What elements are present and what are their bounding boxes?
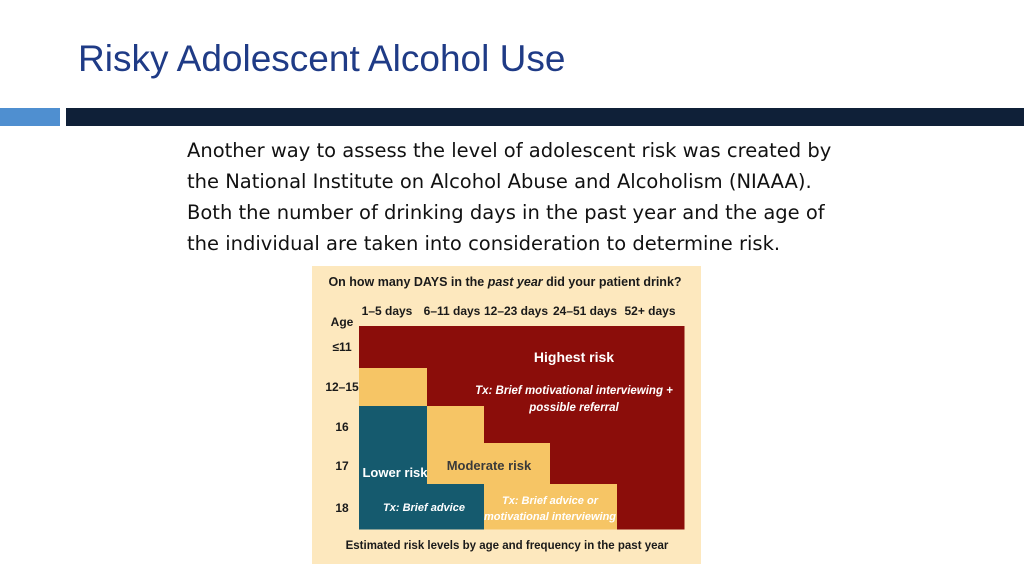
body-line: the National Institute on Alcohol Abuse … <box>187 170 812 193</box>
highest-risk-tx-line2: possible referral <box>528 402 619 414</box>
moderate-risk-tx-line1: Tx: Brief advice or <box>502 495 599 507</box>
slide-title: Risky Adolescent Alcohol Use <box>78 38 566 79</box>
moderate-risk-title: Moderate risk <box>447 458 532 473</box>
figure-caption: Estimated risk levels by age and frequen… <box>346 540 669 552</box>
question-header: On how many DAYS in the past year did yo… <box>328 275 681 289</box>
accent-bar-dark <box>66 108 1024 126</box>
age-row-label: 16 <box>335 420 349 434</box>
risk-cell-highest <box>617 326 685 369</box>
risk-cell-highest <box>550 368 618 407</box>
risk-cell-lower <box>359 406 428 444</box>
risk-figure: On how many DAYS in the past year did yo… <box>312 266 701 564</box>
risk-cell-highest <box>617 443 685 485</box>
lower-risk-tx: Tx: Brief advice <box>383 502 465 514</box>
risk-cell-highest <box>484 326 551 369</box>
question-emphasis: past year <box>487 275 544 289</box>
highest-risk-title: Highest risk <box>534 349 614 365</box>
risk-cell-moderate <box>484 443 551 485</box>
lower-risk-title: Lower risk <box>362 465 428 480</box>
age-row-label: 12–15 <box>325 380 359 394</box>
risk-matrix: On how many DAYS in the past year did yo… <box>325 275 685 552</box>
age-row-label: ≤11 <box>332 340 352 354</box>
risk-cell-moderate <box>359 368 428 407</box>
risk-cell-highest <box>484 368 551 407</box>
risk-cell-highest <box>550 326 618 369</box>
risk-cell-moderate <box>427 406 485 444</box>
highest-risk-tx-line1: Tx: Brief motivational interviewing + <box>475 385 673 397</box>
age-row-label: 17 <box>335 459 349 473</box>
risk-cell-highest <box>427 368 485 407</box>
risk-cell-moderate <box>550 484 618 530</box>
body-text: Another way to assess the level of adole… <box>187 135 887 259</box>
day-column-header: 12–23 days <box>484 304 548 318</box>
risk-cell-highest <box>617 484 685 530</box>
risk-cell-moderate <box>427 443 485 485</box>
question-suffix: did your patient drink? <box>543 275 682 289</box>
risk-cell-highest <box>550 406 618 444</box>
body-line: the individual are taken into considerat… <box>187 232 781 255</box>
risk-cell-moderate <box>484 484 551 530</box>
risk-cell-highest <box>484 406 551 444</box>
risk-cell-highest <box>427 326 485 369</box>
age-axis-label: Age <box>331 315 354 329</box>
body-line: Another way to assess the level of adole… <box>187 139 832 162</box>
day-column-header: 6–11 days <box>424 304 481 318</box>
body-line: Both the number of drinking days in the … <box>187 201 825 224</box>
risk-cell-highest <box>617 406 685 444</box>
risk-cell-lower <box>359 484 428 530</box>
risk-cell-lower <box>427 484 485 530</box>
risk-cell-highest <box>617 368 685 407</box>
risk-cell-lower <box>359 443 428 485</box>
risk-cell-highest <box>550 443 618 485</box>
risk-cell-highest <box>359 326 428 369</box>
moderate-risk-tx-line2: motivational interviewing <box>484 511 616 523</box>
day-column-header: 24–51 days <box>553 304 617 318</box>
age-row-label: 18 <box>335 501 349 515</box>
day-column-header: 52+ days <box>624 304 675 318</box>
accent-bar-light <box>0 108 60 126</box>
day-column-header: 1–5 days <box>362 304 413 318</box>
question-prefix: On how many DAYS in the <box>328 275 487 289</box>
